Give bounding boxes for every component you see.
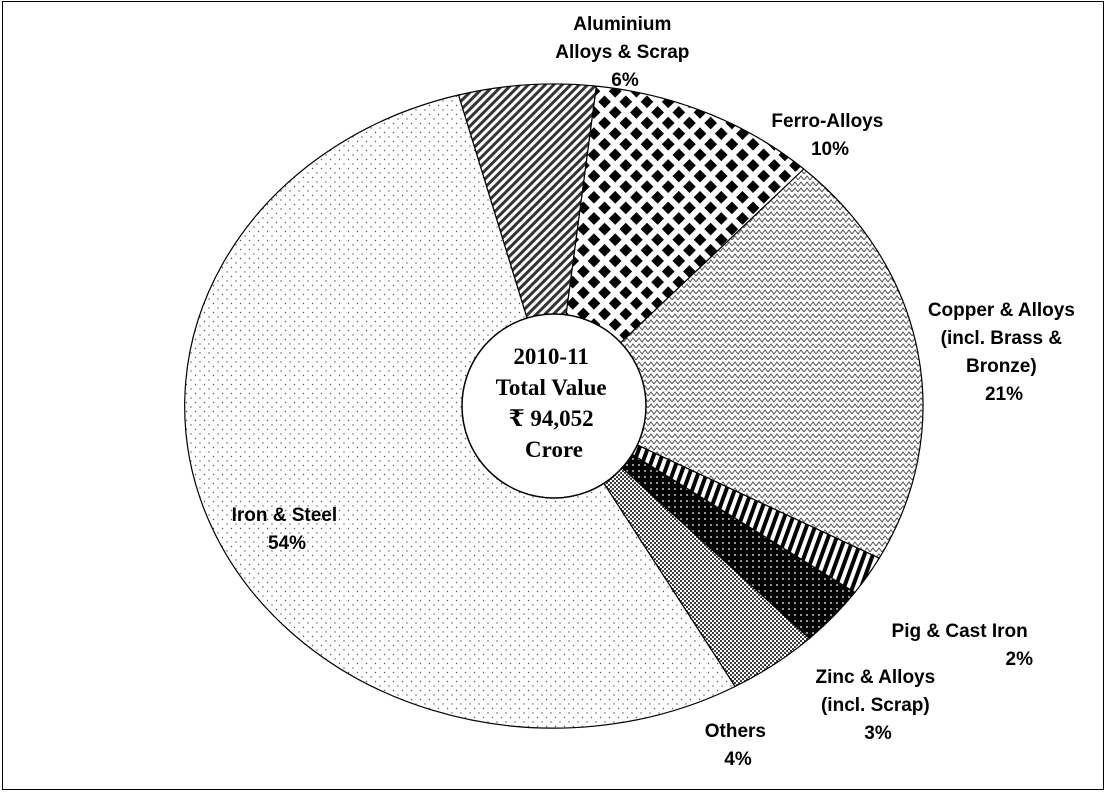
center-label: 2010-11 Total Value ₹ 94,052 Crore xyxy=(496,344,613,462)
center-label-line-1: 2010-11 xyxy=(513,344,588,369)
slice-copper-alloys-incl-brass-bronze xyxy=(552,168,924,559)
label-iron-steel: Iron & Steel 54% xyxy=(232,505,343,554)
label-aluminium: Aluminium Alloys & Scrap 6% xyxy=(555,14,694,91)
center-label-line-4: Crore xyxy=(525,437,583,462)
label-zinc-alloys: Zinc & Alloys (incl. Scrap) 3% xyxy=(816,667,941,744)
label-copper-alloys: Copper & Alloys (incl. Brass & Bronze) 2… xyxy=(928,300,1080,405)
donut-hole xyxy=(461,313,647,499)
slice-ferro-alloys xyxy=(553,85,805,408)
label-pig-cast-iron: Pig & Cast Iron 2% xyxy=(892,621,1034,670)
center-label-line-3: ₹ 94,052 xyxy=(509,406,594,431)
label-others: Others 4% xyxy=(705,721,772,770)
label-ferro-alloys: Ferro-Alloys 10% xyxy=(771,111,888,160)
slice-iron-steel xyxy=(184,94,736,729)
center-label-line-2: Total Value xyxy=(496,375,607,400)
